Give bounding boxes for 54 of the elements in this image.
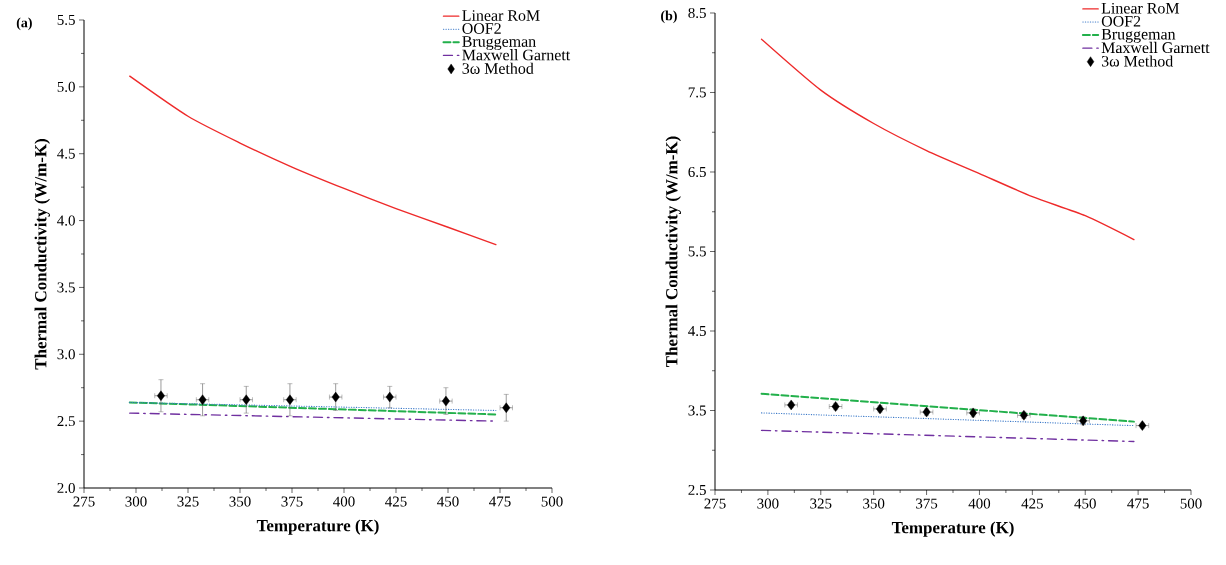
x-tick-label: 475 xyxy=(1127,498,1149,509)
x-tick-label: 450 xyxy=(1074,498,1096,509)
x-tick-label: 500 xyxy=(541,496,563,507)
x-tick-label: 325 xyxy=(810,498,832,509)
y-tick-label: 5.5 xyxy=(57,15,75,25)
x-tick-label: 425 xyxy=(1021,498,1043,509)
x-tick-label: 400 xyxy=(968,498,991,509)
legend-label: OOF2 xyxy=(1101,15,1141,27)
legend-label: Bruggeman xyxy=(1101,28,1176,43)
x-tick-label: 425 xyxy=(385,496,407,507)
y-tick-label: 6.5 xyxy=(688,166,706,178)
y-axis-title: Thermal Conductivity (W/m-K) xyxy=(665,136,681,367)
x-tick-label: 375 xyxy=(281,496,303,507)
y-tick-label: 5.5 xyxy=(688,246,706,257)
x-axis-title: Temperature (K) xyxy=(256,519,379,535)
x-tick-label: 350 xyxy=(863,498,885,509)
y-axis-title: Thermal Conductivity (W/m-K) xyxy=(34,139,50,370)
y-tick-label: 3.5 xyxy=(688,405,706,416)
x-tick-label: 500 xyxy=(1180,498,1202,509)
x-axis-title: Temperature (K) xyxy=(891,521,1014,537)
chart-title: (b) xyxy=(661,10,677,24)
legend-label: Linear RoM xyxy=(1101,2,1180,14)
y-tick-label: 4.0 xyxy=(57,215,75,226)
legend-label: 3ω Method xyxy=(462,62,534,74)
x-tick-label: 275 xyxy=(73,496,95,507)
legend-label: Maxwell Garnett xyxy=(462,49,571,61)
y-tick-label: 3.0 xyxy=(57,349,75,360)
x-tick-label: 300 xyxy=(757,498,779,509)
y-tick-label: 5.0 xyxy=(57,81,75,92)
x-tick-label: 400 xyxy=(333,496,355,507)
legend-label: Maxwell Garnett xyxy=(1101,41,1210,54)
x-tick-label: 375 xyxy=(916,498,938,509)
legend-label: Linear RoM xyxy=(462,10,540,21)
y-tick-label: 2.5 xyxy=(57,416,75,427)
y-tick-label: 4.5 xyxy=(688,325,706,337)
y-tick-label: 4.5 xyxy=(57,148,75,159)
point xyxy=(787,399,796,411)
x-tick-label: 450 xyxy=(437,496,459,507)
y-tick-label: 3.5 xyxy=(57,282,75,293)
x-tick-label: 475 xyxy=(489,496,511,507)
legend-label: 3ω Method xyxy=(1101,55,1174,67)
chart-title: (a) xyxy=(16,17,32,31)
point xyxy=(1138,420,1147,431)
legend-label: OOF2 xyxy=(462,23,501,34)
y-tick-label: 2.5 xyxy=(688,484,706,496)
x-tick-label: 325 xyxy=(177,496,199,507)
line-series xyxy=(129,75,497,246)
y-tick-label: 2.0 xyxy=(57,482,75,494)
x-tick-label: 350 xyxy=(229,496,251,507)
y-tick-label: 8.5 xyxy=(688,7,706,19)
y-tick-label: 7.5 xyxy=(688,87,706,98)
x-tick-label: 300 xyxy=(125,496,147,507)
x-tick-label: 275 xyxy=(704,498,726,509)
legend-label: Bruggeman xyxy=(462,36,536,51)
